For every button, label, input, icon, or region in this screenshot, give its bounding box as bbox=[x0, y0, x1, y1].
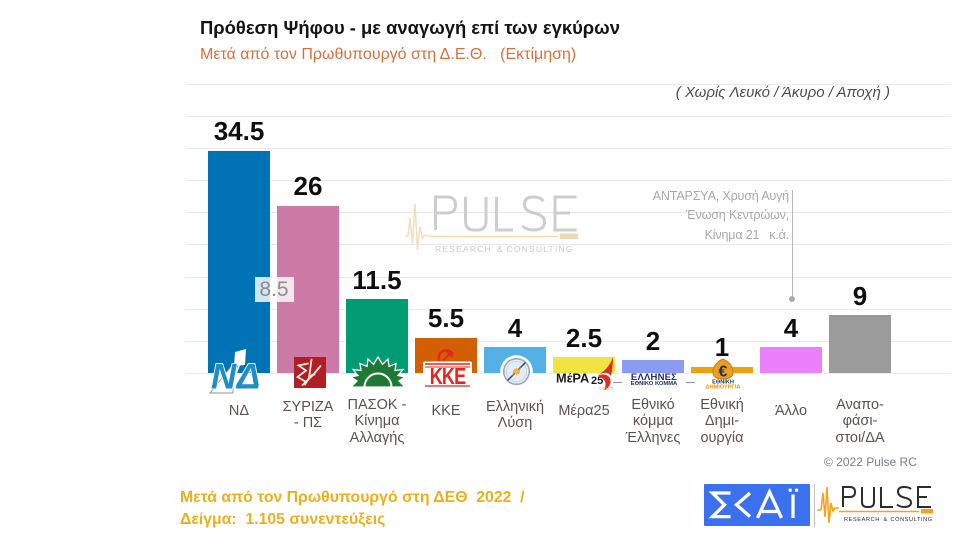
svg-text:&: & bbox=[497, 244, 503, 254]
svg-text:ΜέΡΑ: ΜέΡΑ bbox=[556, 371, 589, 386]
svg-text:ΝΔ: ΝΔ bbox=[211, 358, 261, 395]
svg-text:ΕΘΝΙΚΗ: ΕΘΝΙΚΗ bbox=[712, 379, 734, 385]
svg-text:25: 25 bbox=[591, 375, 603, 387]
svg-text:CONSULTING: CONSULTING bbox=[891, 517, 933, 523]
svg-text:ΔΗΜΙΟΥΡΓΙΑ: ΔΗΜΙΟΥΡΓΙΑ bbox=[706, 385, 741, 390]
svg-text:ΚΚΕ: ΚΚΕ bbox=[430, 364, 466, 389]
svg-text:€: € bbox=[719, 364, 728, 381]
svg-text:RESEARCH: RESEARCH bbox=[844, 517, 880, 523]
svg-text:&: & bbox=[884, 517, 888, 523]
svg-text:CONSULTING: CONSULTING bbox=[507, 244, 574, 254]
svg-text:RESEARCH: RESEARCH bbox=[435, 244, 492, 254]
svg-text:DiEM25: DiEM25 bbox=[599, 386, 614, 391]
